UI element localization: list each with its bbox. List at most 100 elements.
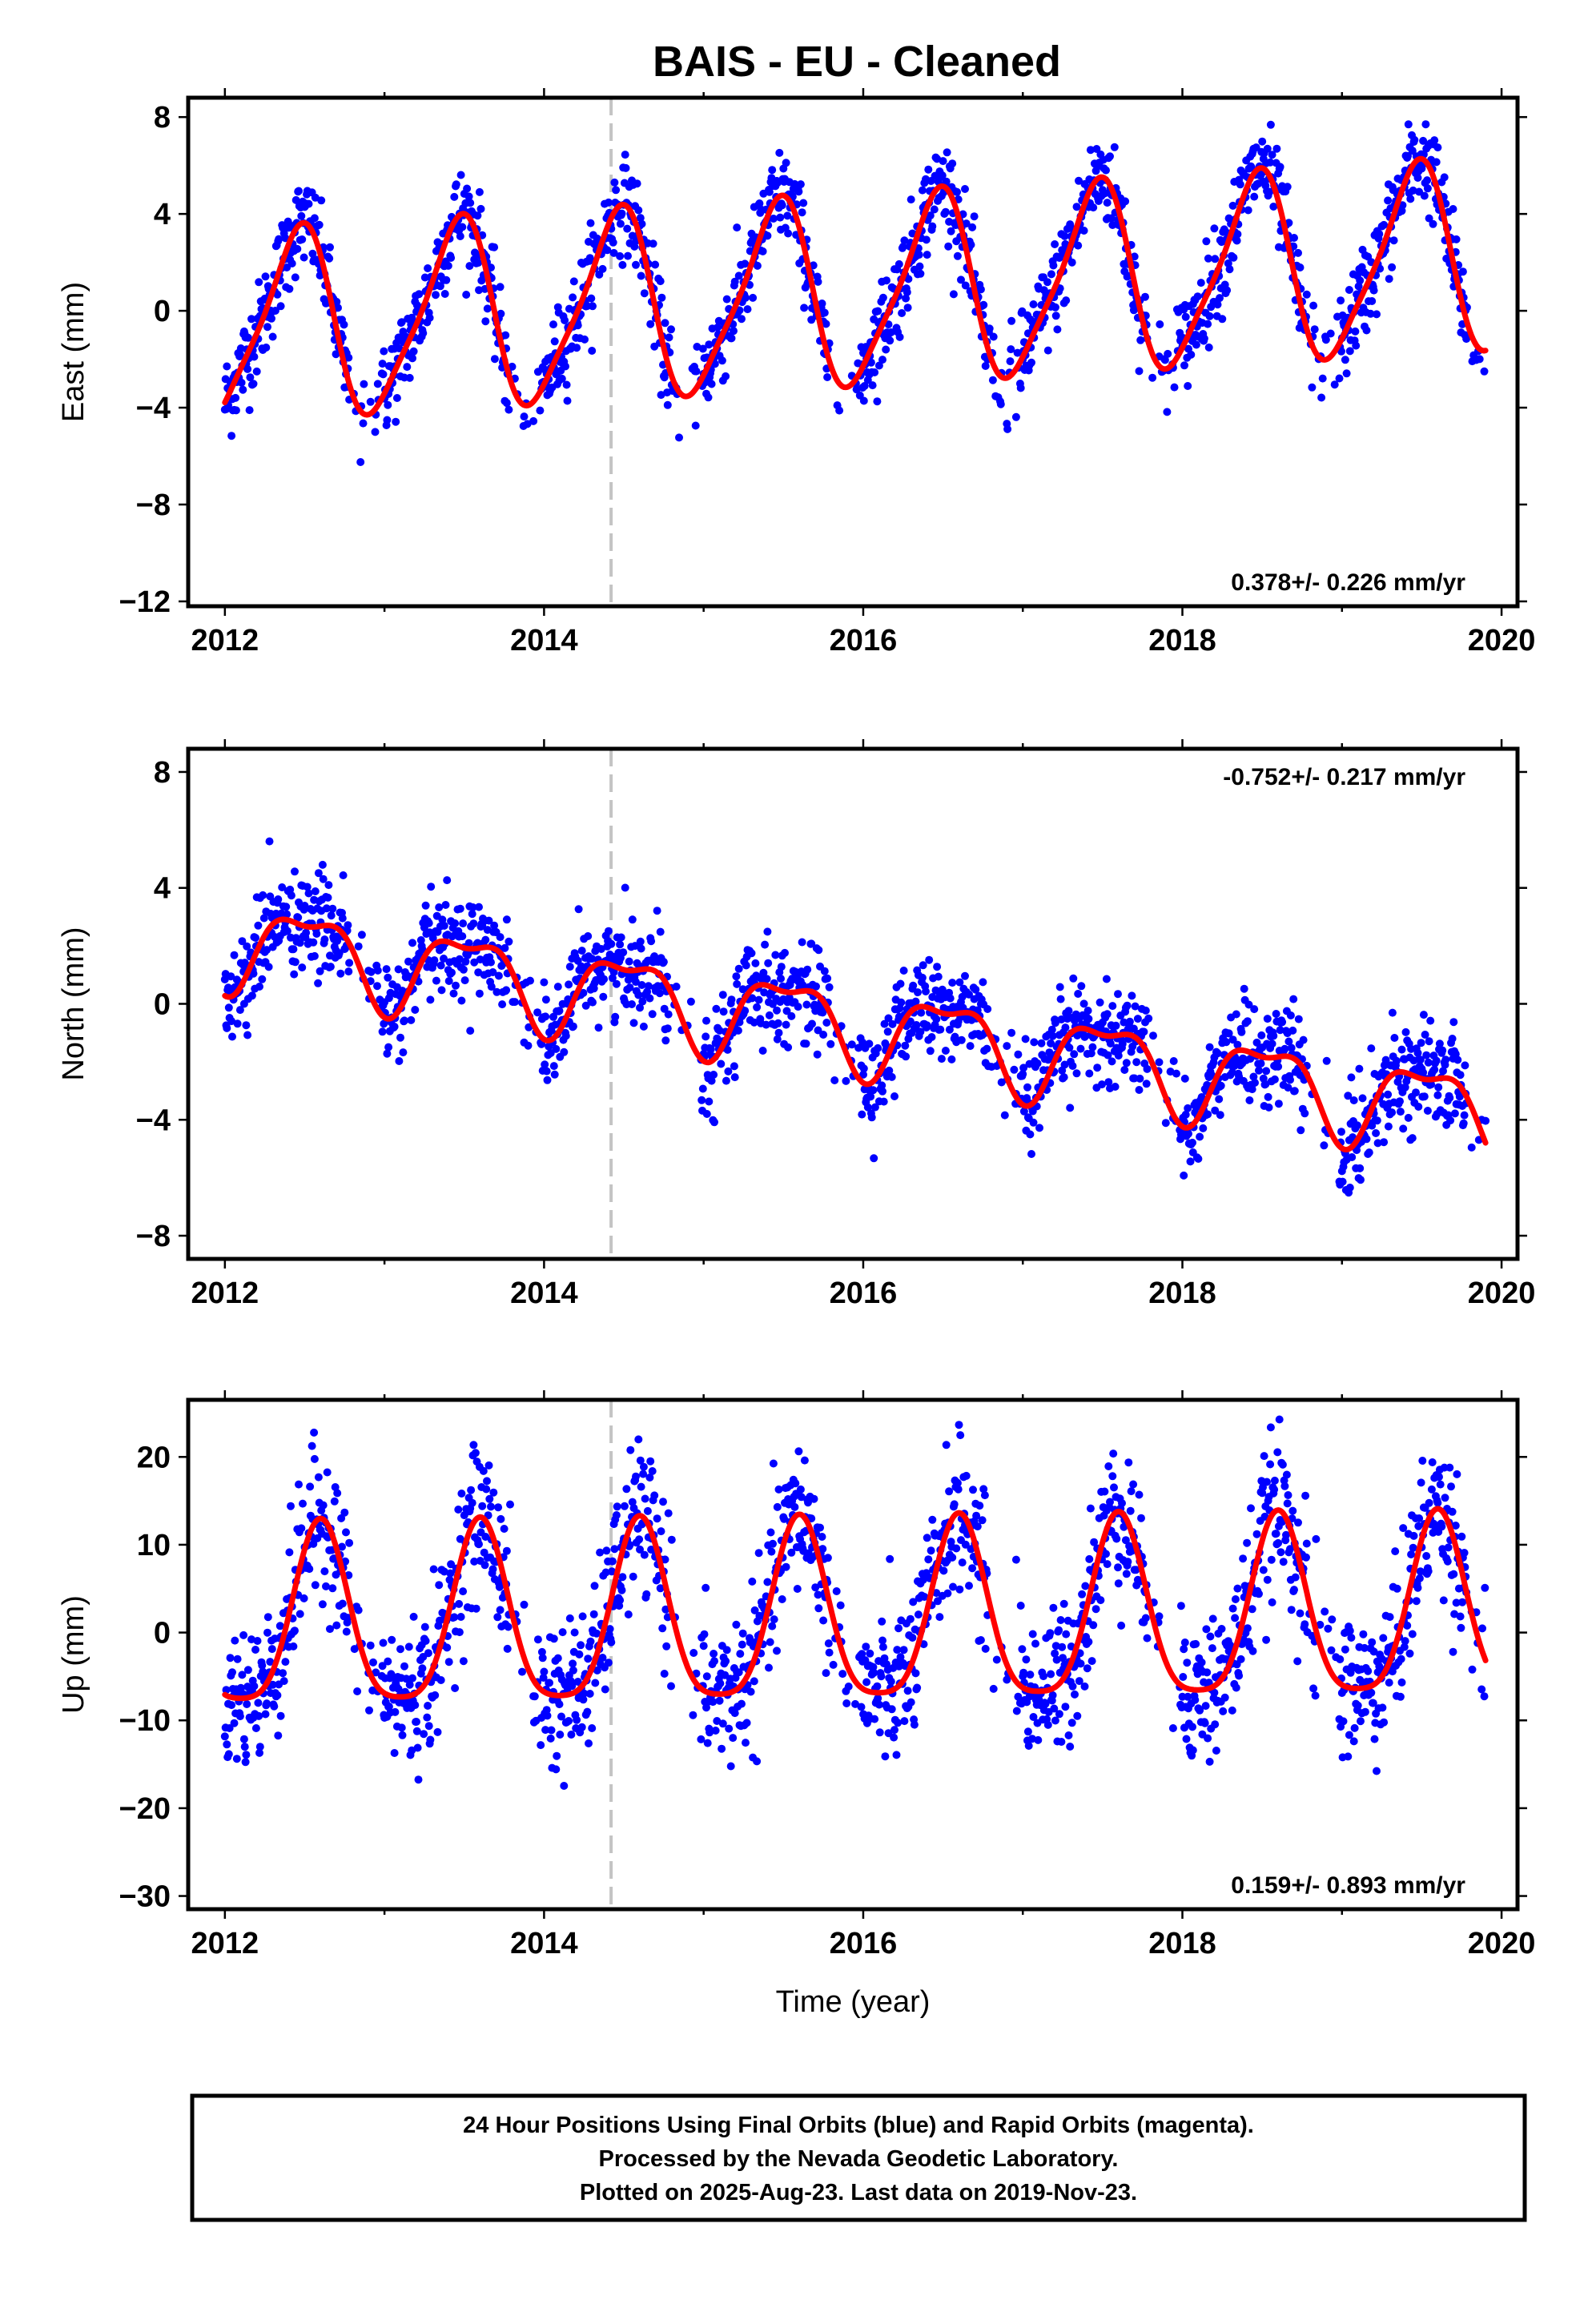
data-point: [1103, 199, 1112, 207]
data-point: [1252, 143, 1260, 152]
data-point: [736, 1650, 745, 1659]
data-point: [1083, 1007, 1092, 1015]
data-point: [667, 325, 675, 334]
data-point: [441, 901, 450, 909]
data-point: [1244, 1000, 1253, 1009]
data-point: [617, 1586, 626, 1594]
data-point: [1414, 1522, 1423, 1530]
data-point: [1262, 1635, 1271, 1644]
chart-title: BAIS - EU - Cleaned: [653, 38, 1061, 86]
data-point: [373, 380, 382, 388]
data-point: [360, 380, 368, 388]
data-point: [1481, 1583, 1489, 1592]
data-point: [655, 989, 664, 998]
y-tick-label: −12: [119, 585, 171, 619]
data-point: [1413, 174, 1422, 182]
data-point: [1458, 1598, 1467, 1606]
data-point: [866, 1649, 874, 1658]
data-point: [1083, 1664, 1091, 1673]
data-point: [1404, 120, 1413, 129]
data-point: [354, 1606, 363, 1614]
data-point: [466, 199, 475, 207]
data-point: [794, 187, 803, 196]
data-point: [808, 1019, 816, 1028]
data-point: [1284, 1491, 1292, 1499]
y-tick-label: 4: [154, 198, 171, 231]
data-point: [965, 990, 973, 999]
data-point: [956, 1431, 965, 1440]
data-point: [697, 1096, 706, 1104]
data-point: [400, 1016, 408, 1025]
data-point: [485, 1494, 494, 1503]
data-point: [918, 973, 927, 982]
data-point: [390, 1749, 399, 1757]
data-point: [1236, 1655, 1245, 1663]
data-point: [320, 935, 329, 944]
data-point: [933, 155, 942, 163]
data-point: [663, 1024, 672, 1033]
data-point: [1193, 292, 1202, 301]
x-tick-label: 2016: [830, 624, 898, 657]
data-point: [473, 211, 482, 220]
data-point: [639, 1022, 648, 1031]
data-point: [263, 1613, 272, 1622]
x-tick-label: 2018: [1148, 1277, 1216, 1310]
data-point: [505, 937, 513, 946]
data-point: [541, 995, 550, 1004]
data-point: [1274, 1100, 1283, 1108]
data-point: [886, 336, 894, 345]
data-point: [742, 1739, 750, 1747]
data-point: [1102, 1550, 1110, 1558]
data-point: [1124, 1558, 1132, 1566]
data-point: [1056, 1616, 1065, 1624]
data-point: [628, 1498, 637, 1506]
data-point: [1317, 393, 1326, 402]
data-point: [424, 919, 433, 927]
data-point: [649, 239, 657, 248]
data-point: [640, 1550, 649, 1559]
x-tick-label: 2012: [191, 1277, 259, 1310]
data-point: [1210, 224, 1219, 233]
data-point: [452, 981, 460, 990]
data-point: [461, 957, 470, 966]
data-point: [719, 1007, 728, 1016]
data-point: [1111, 1083, 1120, 1091]
data-point: [820, 967, 829, 975]
data-point: [947, 227, 955, 235]
data-point: [1225, 265, 1234, 274]
data-point: [1086, 146, 1095, 155]
data-point: [1233, 1040, 1242, 1049]
data-point: [1192, 340, 1200, 349]
data-point: [1369, 1699, 1377, 1707]
data-point: [989, 1684, 998, 1693]
data-point: [651, 260, 660, 269]
data-point: [543, 1711, 552, 1720]
data-point: [588, 955, 597, 963]
data-point: [1373, 310, 1381, 319]
data-point: [1184, 1692, 1192, 1701]
data-point: [829, 1660, 838, 1669]
data-point: [784, 229, 793, 238]
data-point: [631, 942, 640, 951]
data-point: [399, 1048, 408, 1057]
data-point: [436, 282, 444, 291]
data-point: [791, 1479, 800, 1488]
data-point: [870, 1103, 879, 1112]
data-point: [402, 1675, 411, 1683]
data-point: [911, 997, 920, 1006]
data-point: [1278, 1460, 1287, 1469]
data-point: [691, 421, 700, 430]
data-point: [758, 247, 767, 255]
data-point: [1404, 151, 1412, 160]
data-point: [249, 380, 258, 388]
data-point: [418, 945, 427, 954]
data-point: [542, 1067, 551, 1076]
data-points: [220, 837, 1490, 1197]
data-point: [887, 1072, 896, 1081]
data-point: [689, 1711, 697, 1719]
data-point: [1133, 1015, 1142, 1023]
data-point: [637, 981, 646, 989]
data-point: [238, 1671, 247, 1679]
data-point: [487, 983, 496, 991]
